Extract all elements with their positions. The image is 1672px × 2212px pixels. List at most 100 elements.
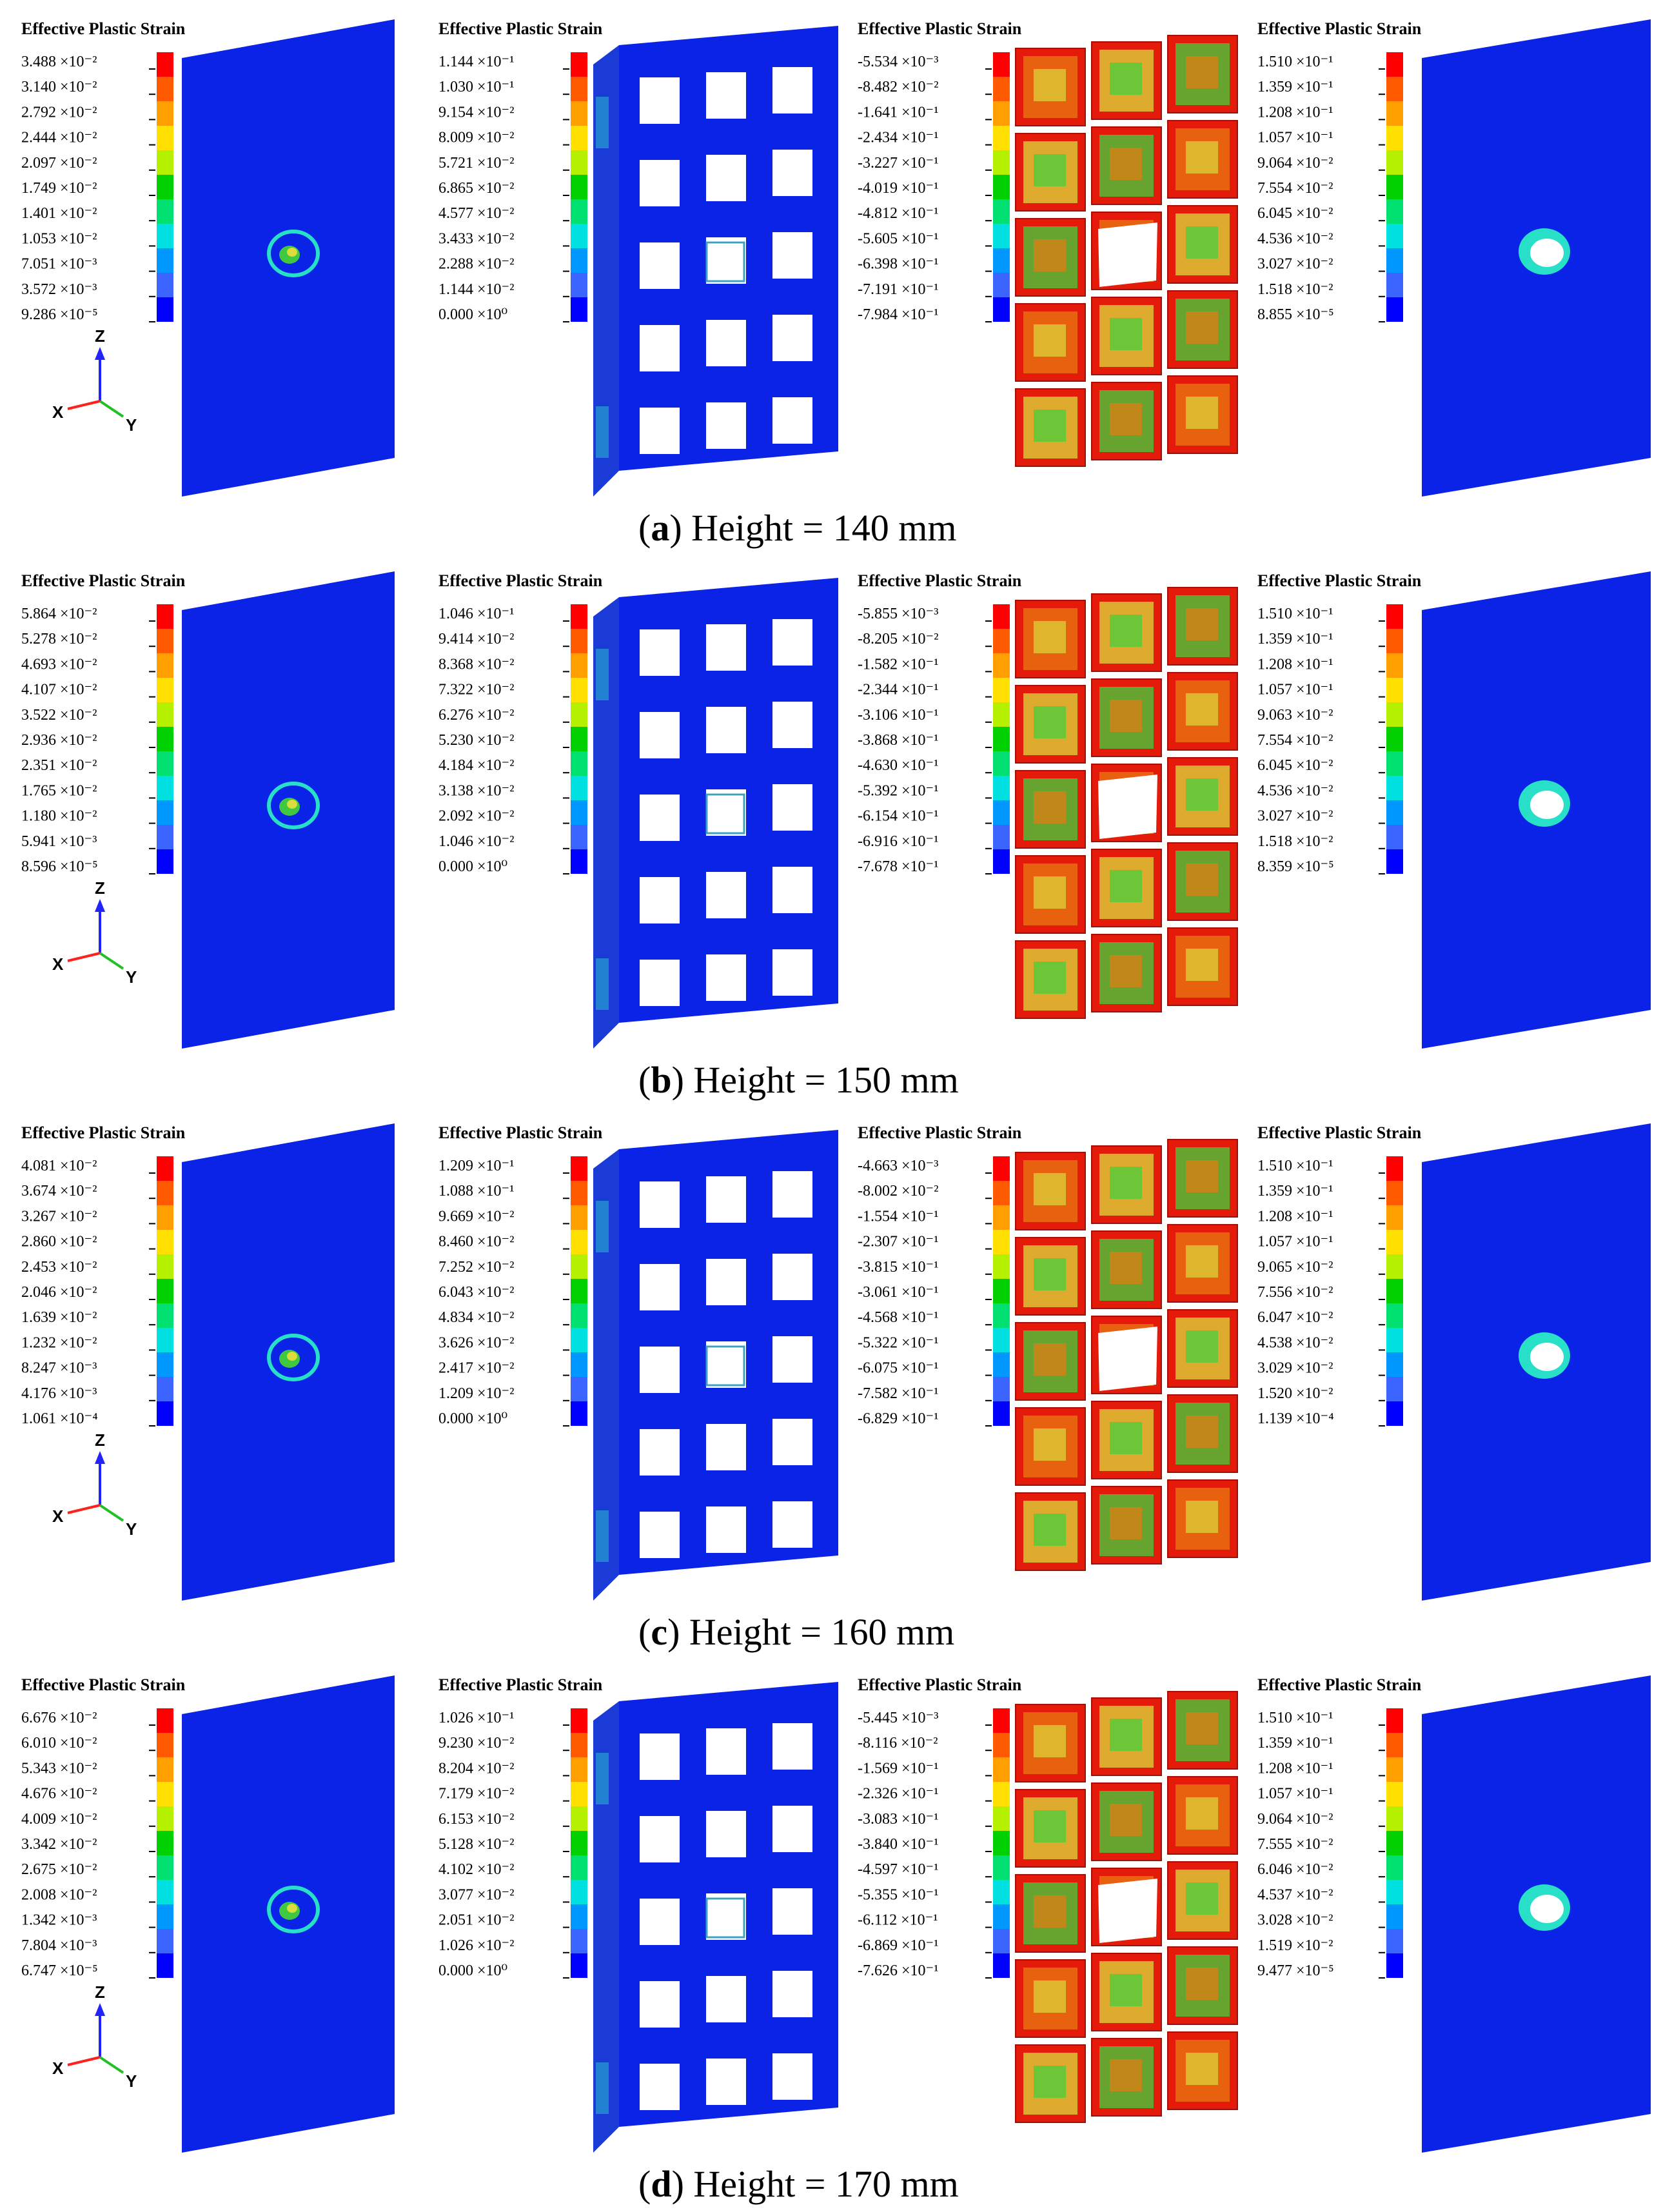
legend-value-label: 1.030 ×10⁻¹ [438, 79, 514, 95]
legend-color-segment [993, 248, 1010, 273]
lattice-cell-opening [706, 1341, 746, 1388]
legend-value-label: 4.537 ×10⁻² [1257, 1886, 1333, 1903]
legend-color-segment [993, 1328, 1010, 1352]
legend-color-segment [1386, 849, 1403, 874]
legend-color-segment [157, 1205, 173, 1230]
legend-color-segment [571, 1303, 587, 1328]
legend-value-label: 1.088 ×10⁻¹ [438, 1183, 514, 1200]
legend-color-segment [1386, 1377, 1403, 1401]
legend-color-segment [993, 849, 1010, 874]
legend-color-segment [157, 1929, 173, 1953]
legend-color-segment [571, 1401, 587, 1426]
legend-color-segment [993, 52, 1010, 77]
legend-value-label: 8.009 ×10⁻² [438, 130, 514, 146]
legend-value-label: 6.045 ×10⁻² [1257, 757, 1333, 774]
lattice-cell-opening [706, 1893, 746, 1940]
x-axis-arrow [67, 952, 101, 962]
perforation-hole [1530, 239, 1564, 267]
legend-color-segment [1386, 776, 1403, 800]
legend-color-segment [993, 1205, 1010, 1230]
legend-color-segment [571, 653, 587, 678]
z-axis-label: Z [95, 1430, 105, 1450]
core-cell-patch [1034, 1258, 1066, 1290]
legend-value-label: -4.597 ×10⁻¹ [858, 1861, 938, 1878]
core-cell-patch [1110, 955, 1142, 987]
legend-color-segment [571, 150, 587, 175]
legend-color-segment [1386, 126, 1403, 150]
legend-title: Effective Plastic Strain [438, 571, 603, 590]
legend-value-label: 6.276 ×10⁻² [438, 707, 514, 724]
legend-color-segment [157, 1377, 173, 1401]
lattice-edge-stress [596, 649, 609, 700]
core-cell-patch [1110, 615, 1142, 647]
core-cell-patch [1110, 1719, 1142, 1751]
panel-c: Effective Plastic Strain 4.081 ×10⁻² 3.674… [21, 1123, 1651, 1653]
legend-value-label: -7.626 ×10⁻¹ [858, 1962, 938, 1979]
core-cell-patch [1186, 778, 1218, 811]
legend-value-label: -3.083 ×10⁻¹ [858, 1811, 938, 1828]
legend-value-label: 6.010 ×10⁻² [21, 1735, 97, 1752]
lattice-cell-opening [640, 877, 680, 923]
legend-value-label: -3.815 ×10⁻¹ [858, 1259, 938, 1276]
lattice-cell-opening [772, 1254, 812, 1300]
legend-color-segment [993, 224, 1010, 248]
legend-value-label: -4.630 ×10⁻¹ [858, 757, 938, 774]
legend-value-label: 4.577 ×10⁻² [438, 205, 514, 222]
legend-value-label: -7.678 ×10⁻¹ [858, 858, 938, 875]
lattice-cell-opening [772, 1419, 812, 1465]
legend-color-segment [993, 1880, 1010, 1904]
legend-color-segment [157, 1757, 173, 1782]
lattice-cell-opening [772, 1723, 812, 1770]
legend-color-segment [157, 629, 173, 653]
legend-color-segment [157, 800, 173, 825]
core-cell-patch [1186, 311, 1218, 344]
legend-value-label: -2.326 ×10⁻¹ [858, 1786, 938, 1802]
legend-value-label: 3.488 ×10⁻² [21, 54, 97, 70]
legend-value-label: 2.792 ×10⁻² [21, 104, 97, 121]
legend-value-label: 2.936 ×10⁻² [21, 732, 97, 749]
legend-value-label: 2.008 ×10⁻² [21, 1886, 97, 1903]
lattice-side-face [593, 597, 619, 1049]
legend-color-segment [157, 1279, 173, 1303]
legend-value-label: 1.518 ×10⁻² [1257, 833, 1333, 850]
legend-value-label: -7.984 ×10⁻¹ [858, 306, 938, 323]
legend-color-segment [157, 727, 173, 751]
legend-color-segment [1386, 1708, 1403, 1733]
legend-value-label: 1.026 ×10⁻² [438, 1937, 514, 1954]
legend-color-segment [993, 702, 1010, 727]
lattice-damage-outline [705, 1345, 745, 1387]
legend-value-label: -3.061 ×10⁻¹ [858, 1284, 938, 1301]
legend-value-label: 1.026 ×10⁻¹ [438, 1710, 514, 1726]
legend-color-segment [571, 126, 587, 150]
caption-paren: ( [638, 1611, 651, 1653]
x-axis-arrow [67, 2056, 101, 2066]
legend-value-label: 1.144 ×10⁻² [438, 281, 514, 298]
legend-color-segment [571, 1328, 587, 1352]
legend-color-segment [1386, 1733, 1403, 1757]
panel-a: Effective Plastic Strain 3.488 ×10⁻² 3.140… [21, 19, 1651, 549]
legend-value-label: -5.322 ×10⁻¹ [858, 1334, 938, 1351]
legend-color-segment [1386, 702, 1403, 727]
legend-color-segment [157, 1880, 173, 1904]
legend-color-segment [157, 199, 173, 224]
legend-value-label: -2.344 ×10⁻¹ [858, 682, 938, 698]
legend-color-segment [571, 849, 587, 874]
legend-value-label: 4.536 ×10⁻² [1257, 782, 1333, 799]
legend-color-segment [1386, 604, 1403, 629]
legend-value-label: 0.000 ×10⁰ [438, 306, 507, 323]
legend-color-segment [571, 604, 587, 629]
legend-color-segment [571, 1757, 587, 1782]
core-cell-patch [1186, 56, 1218, 88]
lattice-cell-opening [640, 1816, 680, 1862]
legend-color-segment [993, 727, 1010, 751]
y-axis-label: Y [126, 967, 137, 987]
lattice-cell-opening [772, 315, 812, 361]
legend-color-segment [157, 248, 173, 273]
legend-value-label: 6.046 ×10⁻² [1257, 1861, 1333, 1878]
legend-value-label: -7.582 ×10⁻¹ [858, 1385, 938, 1402]
core-cell-patch [1186, 1882, 1218, 1915]
legend-color-segment [993, 678, 1010, 702]
lattice-cell-opening [640, 1347, 680, 1393]
core-cell-patch [1034, 69, 1066, 101]
lattice-cell-opening [640, 77, 680, 124]
